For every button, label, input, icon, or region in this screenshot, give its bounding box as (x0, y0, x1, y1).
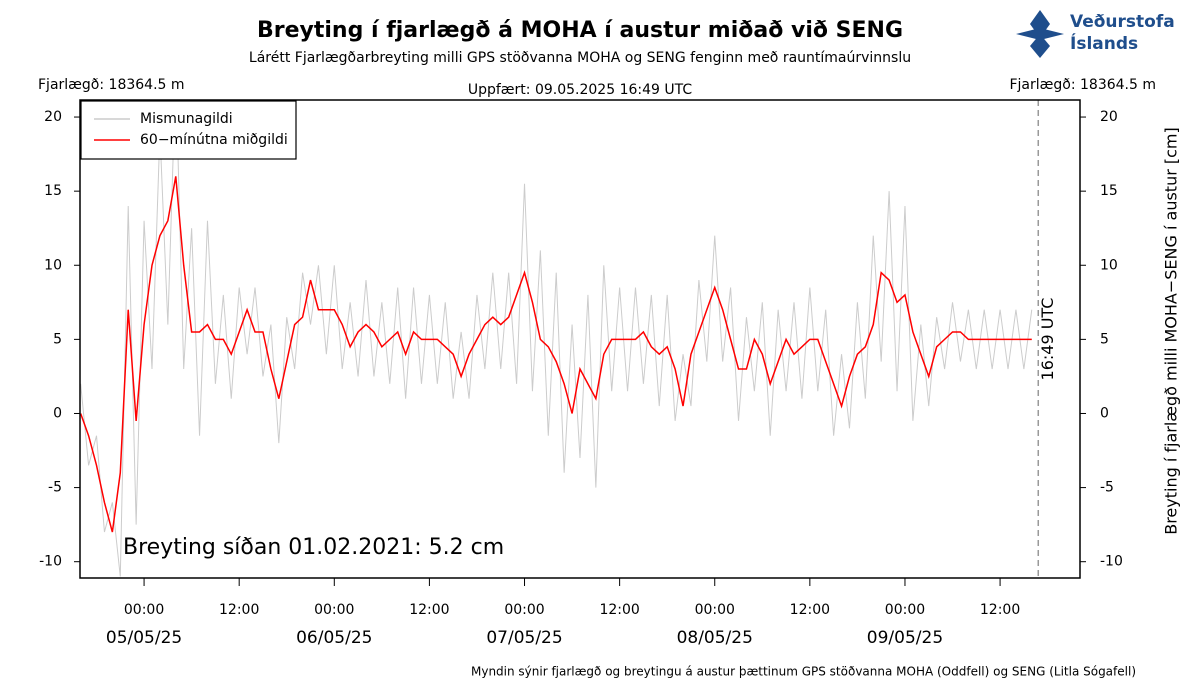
legend-box (80, 100, 297, 160)
series-line (80, 176, 1032, 533)
y-tick-label: -5 (48, 480, 62, 496)
legend-label: 60−mínútna miðgildi (140, 132, 288, 148)
chart-subtitle: Lárétt Fjarlægðarbreyting milli GPS stöð… (249, 50, 911, 66)
y2-tick-label: 0 (1100, 405, 1109, 421)
logo: Veðurstofa Íslands (1016, 10, 1175, 58)
x-tick-label: 00:00 (504, 602, 544, 618)
x-tick-label: 12:00 (790, 602, 830, 618)
y-tick-label: 5 (53, 331, 62, 347)
y2-tick-label: 5 (1100, 331, 1109, 347)
y2-tick-label: 15 (1100, 183, 1118, 199)
y-tick-label: 20 (44, 109, 62, 125)
series-line (80, 100, 1033, 577)
x-tick-label: 00:00 (885, 602, 925, 618)
x-date-label: 06/05/25 (296, 628, 372, 648)
x-tick-label: 12:00 (219, 602, 259, 618)
y2-tick-label: -5 (1100, 480, 1114, 496)
y-tick-label: 15 (44, 183, 62, 199)
chart-title: Breyting í fjarlægð á MOHA í austur miða… (257, 18, 903, 43)
x-tick-label: 12:00 (599, 602, 639, 618)
x-tick-label: 00:00 (314, 602, 354, 618)
logo-text: Íslands (1070, 32, 1138, 54)
x-tick-label: 12:00 (409, 602, 449, 618)
annotation: Breyting síðan 01.02.2021: 5.2 cm (123, 535, 504, 560)
y2-tick-label: 20 (1100, 109, 1118, 125)
x-date-label: 08/05/25 (677, 628, 753, 648)
logo-shape (1030, 34, 1050, 58)
y2-axis-label: Breyting í fjarlægð milli MOHA−SENG í au… (1162, 127, 1181, 535)
x-date-label: 05/05/25 (106, 628, 182, 648)
x-tick-label: 00:00 (124, 602, 164, 618)
x-tick-label: 12:00 (980, 602, 1020, 618)
logo-text: Veðurstofa (1070, 12, 1175, 32)
plot-frame (79, 99, 1081, 579)
y2-tick-label: -10 (1100, 554, 1123, 570)
x-date-label: 09/05/25 (867, 628, 943, 648)
footer: Myndin sýnir fjarlægð og breytingu á aus… (471, 665, 1136, 679)
plot-area (80, 100, 1033, 577)
legend-label: Mismunagildi (140, 111, 233, 127)
y-tick-label: 0 (53, 405, 62, 421)
distance-right: Fjarlægð: 18364.5 m (1009, 77, 1156, 93)
y2-tick-label: 10 (1100, 257, 1118, 273)
y-tick-label: 10 (44, 257, 62, 273)
x-tick-label: 00:00 (695, 602, 735, 618)
x-date-label: 07/05/25 (486, 628, 562, 648)
distance-left: Fjarlægð: 18364.5 m (38, 77, 185, 93)
y-tick-label: -10 (39, 554, 62, 570)
updated: Uppfært: 09.05.2025 16:49 UTC (468, 82, 692, 98)
marker-label: 16:49 UTC (1038, 298, 1057, 381)
